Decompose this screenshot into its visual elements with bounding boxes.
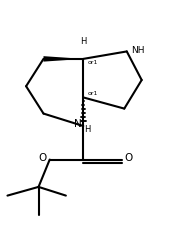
Text: O: O [125,152,133,163]
Polygon shape [44,56,83,62]
Text: N: N [74,118,82,129]
Text: H: H [80,38,86,46]
Text: or1: or1 [88,91,98,96]
Text: H: H [85,125,91,134]
Text: O: O [38,152,47,163]
Text: NH: NH [131,46,145,55]
Text: or1: or1 [88,60,98,65]
